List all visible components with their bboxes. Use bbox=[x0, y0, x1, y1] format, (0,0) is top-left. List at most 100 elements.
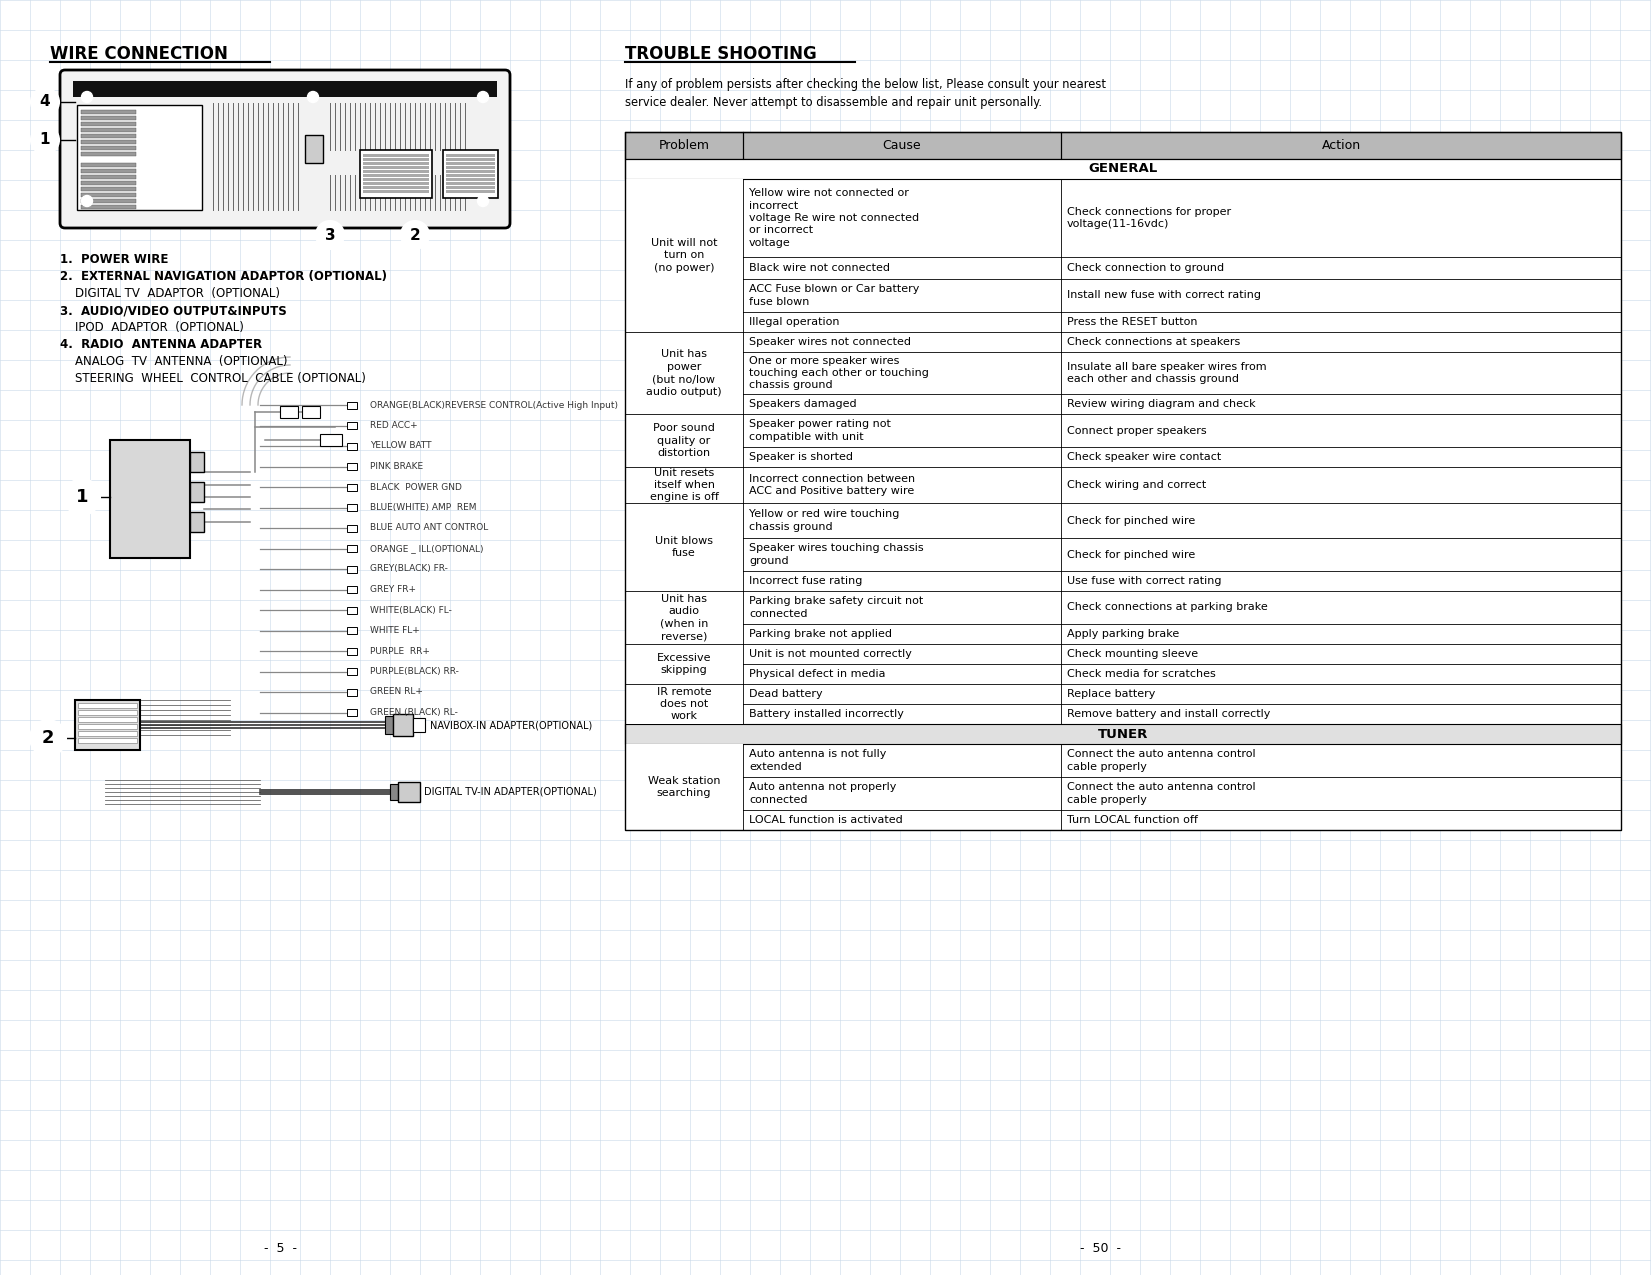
Text: GREY FR+: GREY FR+ bbox=[370, 585, 416, 594]
Circle shape bbox=[31, 126, 59, 154]
Bar bbox=[626, 683, 1621, 704]
Text: Check connections at parking brake: Check connections at parking brake bbox=[1067, 603, 1268, 612]
Circle shape bbox=[477, 92, 489, 102]
Bar bbox=[81, 147, 135, 150]
Bar bbox=[626, 592, 743, 644]
Text: 1.  POWER WIRE: 1. POWER WIRE bbox=[59, 252, 168, 266]
Text: Parking brake safety circuit not
connected: Parking brake safety circuit not connect… bbox=[750, 597, 923, 618]
Bar bbox=[446, 170, 495, 172]
Bar bbox=[626, 352, 1621, 394]
Text: TROUBLE SHOOTING: TROUBLE SHOOTING bbox=[626, 45, 817, 62]
Text: Action: Action bbox=[1321, 139, 1360, 152]
Text: Speaker wires touching chassis
ground: Speaker wires touching chassis ground bbox=[750, 543, 923, 566]
Bar bbox=[347, 566, 357, 572]
Bar bbox=[626, 745, 1621, 776]
Bar bbox=[626, 745, 743, 830]
Bar bbox=[626, 332, 743, 414]
Circle shape bbox=[165, 153, 178, 167]
Text: YELLOW BATT: YELLOW BATT bbox=[370, 441, 431, 450]
Bar bbox=[626, 332, 1621, 352]
Bar bbox=[626, 504, 1621, 538]
Bar bbox=[111, 440, 190, 558]
Bar bbox=[81, 193, 135, 198]
Bar bbox=[385, 717, 393, 734]
Text: Auto antenna is not fully
extended: Auto antenna is not fully extended bbox=[750, 750, 887, 771]
Bar bbox=[626, 312, 1621, 332]
Text: Unit has
audio
(when in
reverse): Unit has audio (when in reverse) bbox=[660, 594, 708, 641]
Text: ANALOG  TV  ANTENNA  (OPTIONAL): ANALOG TV ANTENNA (OPTIONAL) bbox=[59, 354, 287, 368]
Text: 2.  EXTERNAL NAVIGATION ADAPTOR (OPTIONAL): 2. EXTERNAL NAVIGATION ADAPTOR (OPTIONAL… bbox=[59, 270, 386, 283]
Text: Black wire not connected: Black wire not connected bbox=[750, 263, 890, 273]
Bar bbox=[81, 181, 135, 185]
Text: Parking brake not applied: Parking brake not applied bbox=[750, 629, 892, 639]
Text: 3.  AUDIO/VIDEO OUTPUT&INPUTS: 3. AUDIO/VIDEO OUTPUT&INPUTS bbox=[59, 303, 287, 317]
Bar bbox=[626, 467, 743, 504]
Text: STEERING  WHEEL  CONTROL  CABLE (OPTIONAL): STEERING WHEEL CONTROL CABLE (OPTIONAL) bbox=[59, 372, 367, 385]
Text: 2: 2 bbox=[409, 227, 421, 242]
Bar bbox=[626, 179, 1621, 258]
Bar bbox=[446, 179, 495, 181]
Bar bbox=[81, 199, 135, 203]
Bar bbox=[347, 607, 357, 613]
Text: Review wiring diagram and check: Review wiring diagram and check bbox=[1067, 399, 1256, 409]
Bar bbox=[442, 150, 499, 198]
Bar bbox=[363, 179, 429, 181]
Text: 2: 2 bbox=[41, 729, 54, 747]
Text: Unit resets
itself when
engine is off: Unit resets itself when engine is off bbox=[649, 468, 718, 502]
Text: LOCAL function is activated: LOCAL function is activated bbox=[750, 815, 903, 825]
Text: Incorrect fuse rating: Incorrect fuse rating bbox=[750, 576, 862, 587]
Circle shape bbox=[477, 195, 489, 207]
Text: PURPLE(BLACK) RR-: PURPLE(BLACK) RR- bbox=[370, 667, 459, 676]
Text: Weak station
searching: Weak station searching bbox=[647, 775, 720, 798]
Bar bbox=[626, 538, 1621, 571]
Bar bbox=[73, 82, 497, 97]
Text: RED ACC+: RED ACC+ bbox=[370, 421, 418, 430]
Bar bbox=[347, 422, 357, 428]
Text: Speaker is shorted: Speaker is shorted bbox=[750, 453, 854, 462]
Text: -  5  -: - 5 - bbox=[264, 1242, 297, 1255]
Text: Unit has
power
(but no/low
audio output): Unit has power (but no/low audio output) bbox=[646, 349, 721, 397]
Bar bbox=[626, 592, 1621, 623]
Bar bbox=[78, 710, 137, 715]
Text: Illegal operation: Illegal operation bbox=[750, 317, 839, 326]
Bar bbox=[78, 703, 137, 708]
Bar bbox=[626, 159, 1621, 179]
Text: WIRE CONNECTION: WIRE CONNECTION bbox=[50, 45, 228, 62]
Bar bbox=[305, 135, 324, 163]
Text: -  50  -: - 50 - bbox=[1080, 1242, 1121, 1255]
Text: PINK BRAKE: PINK BRAKE bbox=[370, 462, 423, 470]
Bar bbox=[347, 463, 357, 470]
Text: ACC Fuse blown or Car battery
fuse blown: ACC Fuse blown or Car battery fuse blown bbox=[750, 284, 920, 307]
Bar bbox=[78, 105, 201, 210]
Bar bbox=[347, 627, 357, 634]
Bar bbox=[347, 648, 357, 654]
Bar bbox=[81, 116, 135, 120]
Bar bbox=[363, 182, 429, 185]
Bar bbox=[81, 152, 135, 156]
Bar bbox=[363, 162, 429, 164]
Text: Excessive
skipping: Excessive skipping bbox=[657, 653, 712, 676]
Text: Turn LOCAL function off: Turn LOCAL function off bbox=[1067, 815, 1199, 825]
Text: Replace battery: Replace battery bbox=[1067, 688, 1156, 699]
Bar bbox=[446, 166, 495, 168]
Bar bbox=[398, 782, 419, 802]
Text: WHITE(BLACK) FL-: WHITE(BLACK) FL- bbox=[370, 606, 452, 615]
Bar bbox=[78, 724, 137, 729]
Text: Cause: Cause bbox=[883, 139, 921, 152]
Bar bbox=[347, 709, 357, 717]
Text: IR remote
does not
work: IR remote does not work bbox=[657, 687, 712, 722]
Text: Yellow wire not connected or
incorrect
voltage Re wire not connected
or incorrec: Yellow wire not connected or incorrect v… bbox=[750, 189, 920, 247]
Bar bbox=[347, 483, 357, 491]
Bar bbox=[81, 187, 135, 191]
Bar bbox=[320, 434, 342, 446]
Text: Check wiring and correct: Check wiring and correct bbox=[1067, 479, 1207, 490]
Text: Press the RESET button: Press the RESET button bbox=[1067, 317, 1197, 326]
Text: Insulate all bare speaker wires from
each other and chassis ground: Insulate all bare speaker wires from eac… bbox=[1067, 362, 1266, 384]
Text: 1: 1 bbox=[76, 488, 88, 506]
Bar bbox=[81, 134, 135, 138]
Text: Check speaker wire contact: Check speaker wire contact bbox=[1067, 453, 1222, 462]
Text: Connect proper speakers: Connect proper speakers bbox=[1067, 426, 1207, 436]
Text: Physical defect in media: Physical defect in media bbox=[750, 669, 885, 680]
Bar bbox=[626, 724, 1621, 745]
Bar bbox=[347, 442, 357, 450]
